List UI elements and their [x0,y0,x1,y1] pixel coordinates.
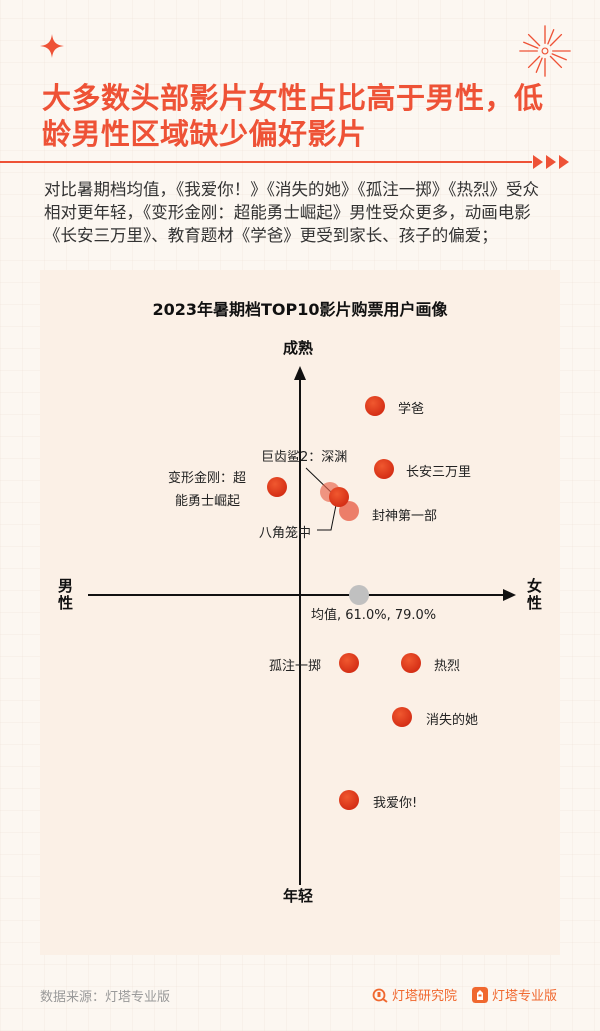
sparkle-icon [40,34,64,58]
point-label: 能勇士崛起 [175,494,241,509]
brand-name: 灯塔研究院 [392,989,458,1004]
point-label: 封神第一部 [372,509,438,524]
brand-name: 灯塔专业版 [492,989,558,1004]
x-axis-left-label: 男性 [58,577,74,612]
page-headline: 大多数头部影片女性占比高于男性，低龄男性区域缺少偏好影片 [42,81,544,151]
point-label: 我爱你! [373,796,418,811]
point-label: 巨齿鲨2：深渊 [261,450,348,465]
point-label: 变形金刚：超 [168,471,247,486]
point-label: 孤注一掷 [269,659,322,674]
intro-paragraph: 对比暑期档均值，《我爱你！》《消失的她》《孤注一掷》《热烈》受众相对更年轻，《变… [44,180,539,245]
point-label: 消失的她 [426,713,479,728]
y-axis-bottom-label: 年轻 [283,887,314,905]
header-divider [0,161,532,163]
lighthouse-app-icon [472,986,488,1003]
y-axis-top-label: 成熟 [283,339,314,357]
mean-label: 均值, 61.0%, 79.0% [311,608,437,623]
triple-arrow-icon [533,155,569,169]
point-label: 学爸 [398,402,425,417]
point-label: 热烈 [434,659,461,674]
point-label: 长安三万里 [406,465,472,480]
x-axis-right-label: 女性 [527,577,543,612]
brand-dengta-research: 灯塔研究院 [372,985,457,1004]
chart-title: 2023年暑期档TOP10影片购票用户画像 [152,300,448,319]
brand-dengta-pro: 灯塔专业版 [472,985,557,1004]
firework-icon [519,25,571,77]
point-label: 八角笼中 [259,526,312,541]
data-source: 数据来源：灯塔专业版 [40,990,171,1005]
lighthouse-search-icon [372,988,388,1003]
